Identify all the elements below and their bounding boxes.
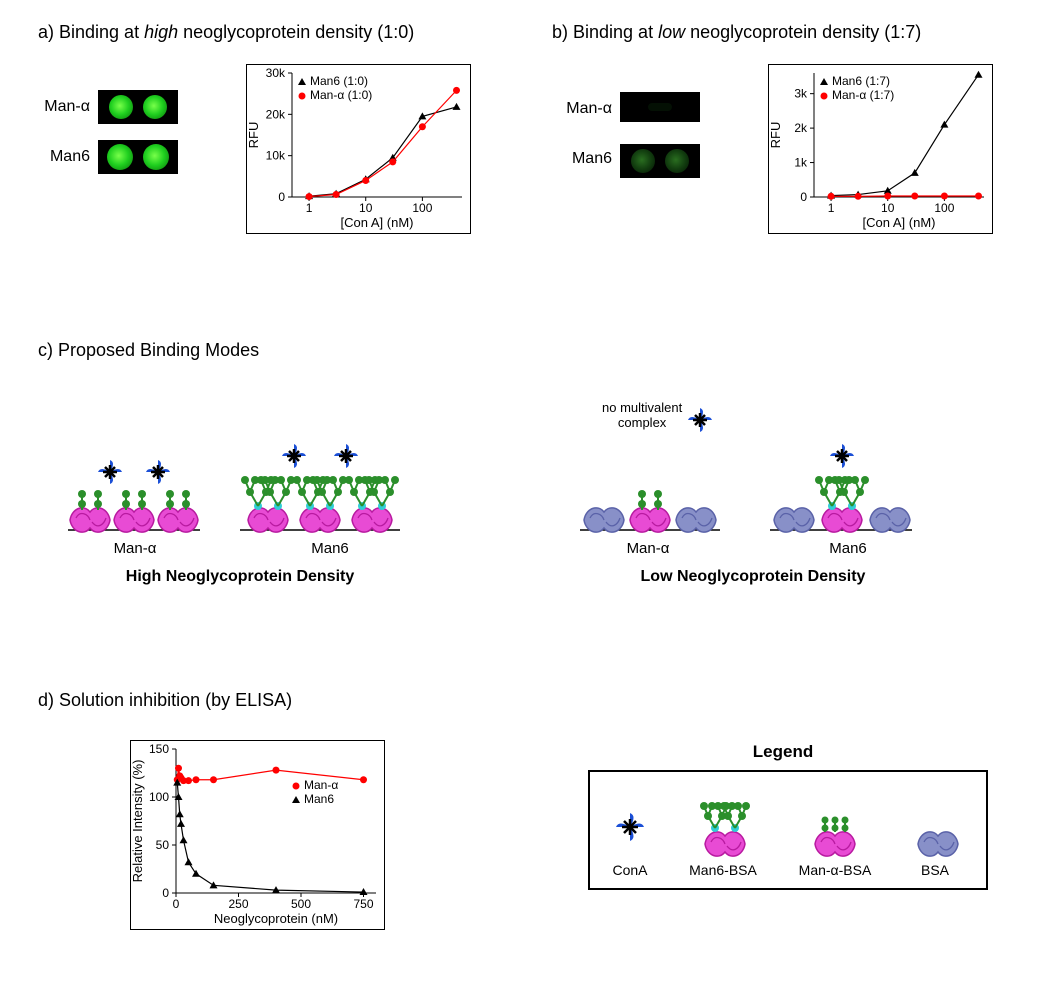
svg-text:30k: 30k: [266, 66, 286, 80]
chart-panel-b: 1 10 100 0 1k 2k 3k [Con A] (nM) RFU Man6 (1:7)Ma…: [768, 64, 993, 234]
svg-text:RFU: RFU: [769, 122, 783, 149]
panel-a-title: a) Binding at high neoglycoprotein densi…: [38, 22, 414, 43]
svg-text:Man-α (1:0): Man-α (1:0): [310, 88, 372, 102]
svg-text:[Con A] (nM): [Con A] (nM): [341, 215, 414, 230]
diagram-c-l3: Man-α: [608, 540, 688, 557]
svg-text:0: 0: [278, 190, 285, 204]
legend-item-4: BSA: [910, 862, 960, 878]
diagram-c-l4: Man6: [808, 540, 888, 557]
svg-text:0: 0: [800, 190, 807, 204]
svg-text:100: 100: [149, 790, 169, 804]
svg-text:Man6 (1:7): Man6 (1:7): [832, 74, 890, 88]
legend-item-1: ConA: [600, 862, 660, 878]
svg-text:RFU: RFU: [247, 122, 261, 149]
fluor-man-alpha-high: [98, 90, 178, 124]
diagram-c-l2: Man6: [290, 540, 370, 557]
svg-text:0: 0: [162, 886, 169, 900]
fluor-man6-high: [98, 140, 178, 174]
panel-b-label-2: Man6: [552, 150, 612, 168]
svg-text:250: 250: [228, 897, 248, 911]
chart-panel-d: 0 250 500 750 0 50 100 150 Neoglycoprotein (nM) R…: [130, 740, 385, 930]
svg-text:2k: 2k: [794, 121, 808, 135]
fluor-man-alpha-low: [620, 92, 700, 122]
svg-text:Man-α: Man-α: [304, 778, 338, 792]
binding-modes-diagram: [0, 380, 1050, 600]
svg-text:10: 10: [881, 201, 895, 215]
svg-text:Man6 (1:0): Man6 (1:0): [310, 74, 368, 88]
panel-c-title: c) Proposed Binding Modes: [38, 340, 259, 361]
svg-text:1: 1: [828, 201, 835, 215]
legend-title: Legend: [588, 742, 978, 762]
chart-panel-a: 1 10 100 0 10k 20k 30k [Con A] (nM) RFU Man6 (1:0…: [246, 64, 471, 234]
legend-item-2: Man6-BSA: [678, 862, 768, 878]
svg-text:50: 50: [156, 838, 170, 852]
svg-text:10k: 10k: [266, 149, 286, 163]
svg-text:[Con A] (nM): [Con A] (nM): [863, 215, 936, 230]
svg-text:100: 100: [934, 201, 954, 215]
fluor-man6-low: [620, 144, 700, 178]
svg-text:20k: 20k: [266, 107, 286, 121]
svg-text:Man-α (1:7): Man-α (1:7): [832, 88, 894, 102]
svg-text:0: 0: [173, 897, 180, 911]
svg-text:1: 1: [306, 201, 313, 215]
panel-a-label-2: Man6: [30, 148, 90, 166]
svg-text:1k: 1k: [794, 156, 808, 170]
diagram-c-l1: Man-α: [95, 540, 175, 557]
panel-b-label-1: Man-α: [552, 100, 612, 118]
svg-text:Relative Intensity (%): Relative Intensity (%): [131, 760, 145, 883]
panel-d-title: d) Solution inhibition (by ELISA): [38, 690, 292, 711]
svg-text:3k: 3k: [794, 87, 808, 101]
legend-item-3: Man-α-BSA: [790, 862, 880, 878]
diagram-c-high: High Neoglycoprotein Density: [85, 568, 395, 586]
panel-a-label-1: Man-α: [30, 98, 90, 116]
svg-text:10: 10: [359, 201, 373, 215]
diagram-c-low: Low Neoglycoprotein Density: [598, 568, 908, 586]
svg-text:150: 150: [149, 742, 169, 756]
svg-text:500: 500: [291, 897, 311, 911]
svg-text:750: 750: [353, 897, 373, 911]
svg-text:Man6: Man6: [304, 792, 334, 806]
panel-b-title: b) Binding at low neoglycoprotein densit…: [552, 22, 921, 43]
svg-text:100: 100: [412, 201, 432, 215]
no-complex-label: no multivalent complex: [602, 400, 682, 430]
svg-text:Neoglycoprotein (nM): Neoglycoprotein (nM): [214, 911, 338, 926]
